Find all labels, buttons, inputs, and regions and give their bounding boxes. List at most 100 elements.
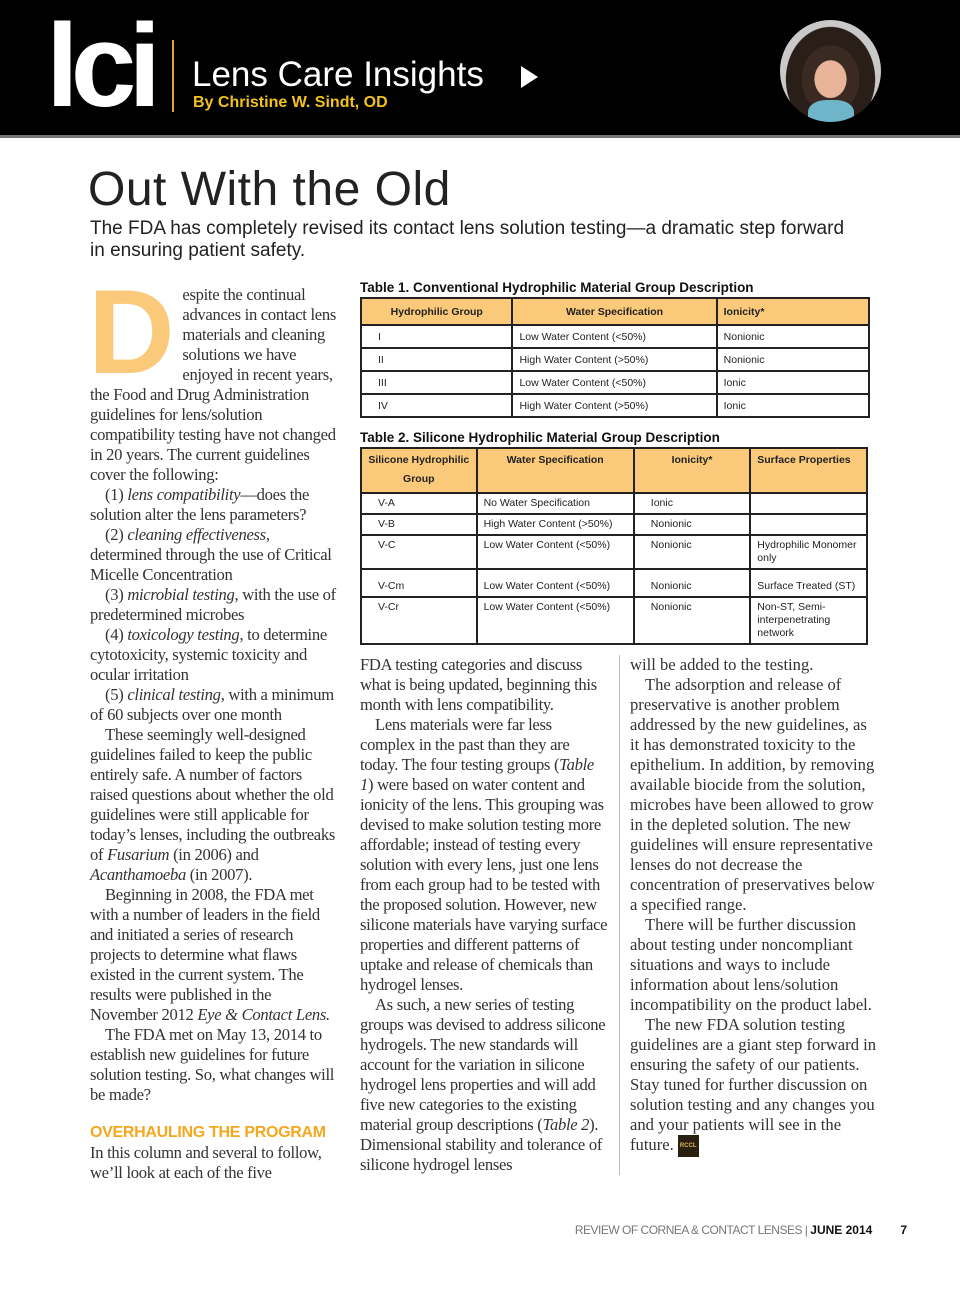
paragraph: will be added to the testing. (630, 655, 880, 675)
table-cell: Low Water Content (<50%) (475, 534, 635, 570)
table-cell: Surface Treated (ST) (749, 568, 868, 598)
table-header: Hydrophilic Group (359, 297, 514, 326)
play-triangle-icon (521, 66, 538, 88)
text: As such, a new series of testing groups … (360, 995, 606, 1134)
italic-text: Fusarium (107, 845, 170, 864)
text: These seemingly well-designed guidelines… (90, 725, 335, 864)
article-body: D espite the continual advances in conta… (88, 265, 880, 1183)
column-2: FDA testing categories and discuss what … (360, 655, 610, 1175)
table-cell: High Water Content (>50%) (511, 347, 718, 372)
text: (1) (105, 485, 128, 504)
table-cell: V-B (360, 513, 478, 536)
table-row: III Low Water Content (<50%) Ionic (359, 370, 871, 395)
end-mark-logo: RCCL (677, 1135, 699, 1158)
text: In this column and several to follow, we… (90, 1143, 322, 1182)
paragraph: The adsorption and release of preservati… (630, 675, 880, 915)
text: will be added to the testing. (630, 655, 814, 674)
text: (3) (105, 585, 128, 604)
table-cell: Nonionic (715, 324, 871, 349)
paragraph: (4) toxicology testing, to determine cyt… (90, 625, 340, 685)
column-1: D espite the continual advances in conta… (88, 265, 340, 1183)
table-cell: Non-ST, Semi-interpenetrating network (749, 596, 868, 645)
text: (4) (105, 625, 128, 644)
italic-text: Acanthamoeba (90, 865, 186, 884)
right-area: Table 1. Conventional Hydrophilic Materi… (359, 280, 880, 1175)
table-header: Ionicity* (715, 297, 871, 326)
italic-text: Table 1 (360, 755, 594, 794)
paragraph: (2) cleaning effectiveness, determined t… (90, 525, 340, 585)
paragraph: espite the continual advances in contact… (90, 285, 340, 485)
paragraph: The new FDA solution testing guidelines … (630, 1015, 880, 1158)
lci-logo: lci (46, 0, 161, 132)
paragraph: As such, a new series of testing groups … (360, 995, 610, 1175)
text: The FDA met on May 13, 2014 to establish… (90, 1025, 335, 1104)
table-cell: Ionic (632, 492, 752, 515)
table-row: V-B High Water Content (>50%) Nonionic (360, 513, 868, 536)
text: ) were based on water content and ionici… (360, 775, 608, 994)
paragraph: FDA testing categories and discuss what … (360, 655, 610, 715)
table-1: Hydrophilic Group Water Specification Io… (359, 297, 871, 418)
table-cell: High Water Content (>50%) (475, 513, 635, 536)
byline: By Christine W. Sindt, OD (193, 94, 388, 111)
text: FDA testing categories and discuss what … (360, 655, 597, 714)
article-title: Out With the Old (88, 163, 451, 216)
table-cell: Nonionic (632, 568, 752, 598)
italic-text: toxicology testing (127, 625, 240, 644)
table-cell: I (359, 324, 514, 349)
table-cell: III (359, 370, 514, 395)
table1-title: Table 1. Conventional Hydrophilic Materi… (360, 280, 754, 295)
italic-text: cleaning effectiveness (127, 525, 266, 544)
italic-text: clinical testing (127, 685, 221, 704)
table-header: Surface Properties (749, 447, 868, 494)
table-cell: Hydrophilic Monomer only (749, 534, 868, 570)
table-cell: No Water Specification (475, 492, 635, 515)
paragraph: (3) microbial testing, with the use of p… (90, 585, 340, 625)
table-row: V-Cm Low Water Content (<50%) Nonionic Surf… (360, 568, 868, 598)
text: , with the use of predetermined microbes (90, 585, 336, 624)
table2-title: Table 2. Silicone Hydrophilic Material G… (360, 430, 720, 445)
table-row: I Low Water Content (<50%) Nonionic (359, 324, 871, 349)
italic-text: Table 2 (542, 1115, 590, 1134)
table-row: IV High Water Content (>50%) Ionic (359, 393, 871, 418)
table-cell: Low Water Content (<50%) (511, 324, 718, 349)
table-cell (749, 492, 868, 515)
paragraph: There will be further discussion about t… (630, 915, 880, 1015)
column-header: lci Lens Care Insights By Christine W. S… (0, 0, 960, 138)
table-header: Silicone Hydrophilic Group (360, 447, 478, 494)
table-cell: Nonionic (632, 513, 752, 536)
text: , to determine cytotoxicity, systemic to… (90, 625, 327, 684)
text: espite the continual advances in contact… (90, 285, 336, 484)
text: , with a minimum of 60 subjects over one… (90, 685, 334, 724)
text: Beginning in 2008, the FDA met with a nu… (90, 885, 320, 1024)
table-cell: Low Water Content (<50%) (475, 596, 635, 645)
text: —does the solution alter the lens parame… (90, 485, 310, 524)
paragraph: (1) lens compatibility—does the solution… (90, 485, 340, 525)
table-cell: Nonionic (632, 534, 752, 570)
drop-cap: D (88, 265, 175, 399)
series-title: Lens Care Insights (192, 55, 484, 94)
table-header: Ionicity* (632, 447, 752, 494)
article-subtitle: The FDA has completely revised its conta… (90, 218, 845, 261)
paragraph: These seemingly well-designed guidelines… (90, 725, 340, 885)
table-cell: V-C (360, 534, 478, 570)
issue-date: JUNE 2014 (810, 1223, 873, 1237)
table-cell: V-Cr (360, 596, 478, 645)
footer-publication: REVIEW OF CORNEA & CONTACT LENSES | JUNE… (574, 1223, 873, 1237)
table-row: II High Water Content (>50%) Nonionic (359, 347, 871, 372)
table-cell: IV (359, 393, 514, 418)
table-header: Water Specification (475, 447, 635, 494)
table-cell: High Water Content (>50%) (511, 393, 718, 418)
table-cell (749, 513, 868, 536)
table-cell: Nonionic (715, 347, 871, 372)
table-cell: Low Water Content (<50%) (511, 370, 718, 395)
lower-columns: FDA testing categories and discuss what … (360, 655, 880, 1175)
text: The adsorption and release of preservati… (630, 675, 875, 914)
table-cell: Ionic (715, 370, 871, 395)
text: ). Dimensional stability and tolerance o… (360, 1115, 603, 1174)
table-row: V-C Low Water Content (<50%) Nonionic Hydro… (360, 534, 868, 570)
table-cell: Ionic (715, 393, 871, 418)
paragraph: Beginning in 2008, the FDA met with a nu… (90, 885, 340, 1025)
page-number: 7 (900, 1223, 907, 1237)
section-heading: OVERHAULING THE PROGRAM (90, 1124, 326, 1141)
table-cell: V-Cm (360, 568, 478, 598)
